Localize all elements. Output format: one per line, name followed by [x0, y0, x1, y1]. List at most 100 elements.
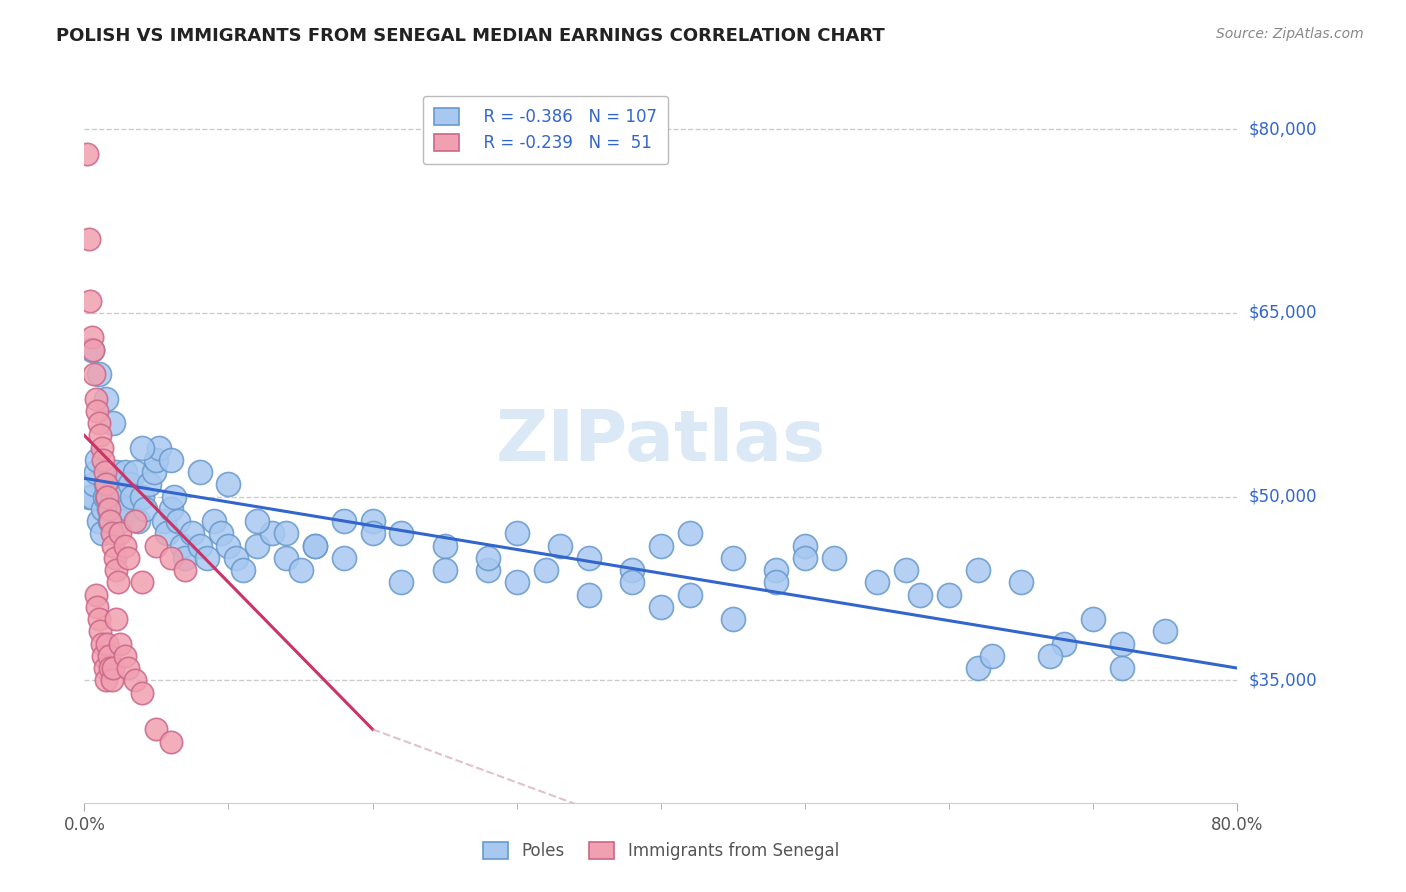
Point [391, 575, 413, 590]
Point [160, 453, 183, 467]
Point [91, 453, 114, 467]
Point [246, 539, 269, 553]
Point [209, 526, 232, 541]
Point [155, 526, 177, 541]
Point [160, 502, 183, 516]
Point [650, 539, 672, 553]
Point [174, 550, 197, 565]
Point [167, 514, 190, 528]
Point [276, 526, 298, 541]
Point [87, 367, 110, 381]
Point [98, 661, 121, 675]
Text: $50,000: $50,000 [1249, 488, 1317, 506]
Point [105, 612, 128, 626]
Point [1154, 624, 1177, 639]
Point [96, 490, 118, 504]
Point [110, 514, 132, 528]
Point [103, 661, 124, 675]
Point [304, 539, 326, 553]
Point [225, 550, 247, 565]
Point [114, 539, 136, 553]
Point [77, 232, 100, 246]
Point [96, 490, 118, 504]
Point [80, 343, 103, 357]
Point [246, 514, 269, 528]
Point [866, 575, 889, 590]
Text: POLISH VS IMMIGRANTS FROM SENEGAL MEDIAN EARNINGS CORRELATION CHART: POLISH VS IMMIGRANTS FROM SENEGAL MEDIAN… [56, 27, 884, 45]
Point [89, 428, 111, 442]
Point [333, 514, 356, 528]
Point [188, 539, 211, 553]
Point [679, 526, 702, 541]
Point [100, 526, 122, 541]
Point [721, 550, 744, 565]
Point [103, 539, 124, 553]
Point [967, 563, 990, 577]
Point [90, 441, 112, 455]
Point [83, 367, 105, 381]
Point [93, 661, 115, 675]
Point [145, 539, 167, 553]
Point [506, 526, 529, 541]
Point [506, 575, 529, 590]
Point [110, 637, 132, 651]
Point [152, 514, 174, 528]
Point [87, 612, 110, 626]
Point [578, 550, 600, 565]
Point [232, 563, 254, 577]
Point [391, 526, 413, 541]
Point [218, 477, 240, 491]
Point [361, 514, 384, 528]
Point [117, 502, 139, 516]
Point [80, 330, 103, 344]
Point [117, 661, 139, 675]
Point [107, 575, 129, 590]
Point [195, 550, 218, 565]
Point [548, 539, 571, 553]
Point [97, 648, 120, 663]
Point [83, 477, 105, 491]
Point [142, 465, 165, 479]
Point [131, 490, 153, 504]
Point [131, 575, 153, 590]
Point [938, 588, 960, 602]
Point [174, 563, 197, 577]
Point [87, 514, 110, 528]
Point [90, 526, 112, 541]
Point [80, 490, 103, 504]
Point [94, 477, 117, 491]
Point [105, 563, 128, 577]
Point [145, 723, 167, 737]
Point [93, 465, 115, 479]
Point [110, 526, 132, 541]
Point [94, 673, 117, 688]
Point [121, 490, 143, 504]
Point [134, 502, 156, 516]
Point [721, 612, 744, 626]
Point [794, 539, 817, 553]
Point [477, 550, 499, 565]
Point [361, 526, 384, 541]
Point [1053, 637, 1076, 651]
Legend: Poles, Immigrants from Senegal: Poles, Immigrants from Senegal [477, 835, 845, 867]
Point [98, 514, 121, 528]
Point [93, 490, 115, 504]
Point [477, 563, 499, 577]
Point [1039, 648, 1062, 663]
Point [160, 734, 183, 748]
Point [79, 293, 101, 308]
Point [87, 416, 110, 430]
Point [108, 502, 131, 516]
Point [77, 490, 100, 504]
Point [105, 465, 128, 479]
Point [120, 477, 142, 491]
Point [117, 550, 139, 565]
Point [1111, 661, 1133, 675]
Point [84, 465, 107, 479]
Point [96, 637, 118, 651]
Point [107, 490, 129, 504]
Point [433, 539, 456, 553]
Point [86, 404, 108, 418]
Point [76, 146, 98, 161]
Point [111, 477, 134, 491]
